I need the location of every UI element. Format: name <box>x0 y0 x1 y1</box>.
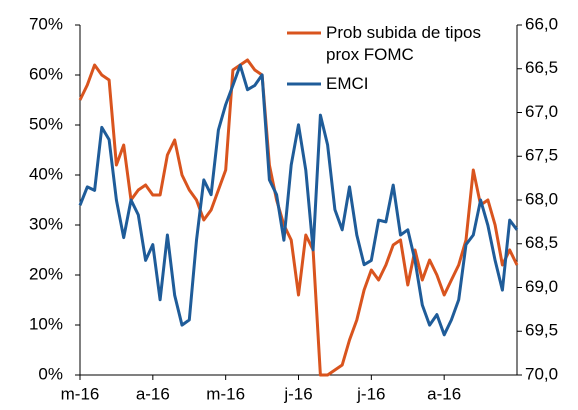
y2-tick-label: 69,5 <box>525 321 558 340</box>
x-tick-label: j-16 <box>283 384 312 403</box>
x-tick-label: m-16 <box>206 384 245 403</box>
y2-tick-label: 66,0 <box>525 14 558 33</box>
y-tick-label: 50% <box>29 114 63 133</box>
y-tick-label: 70% <box>29 14 63 33</box>
y-tick-label: 10% <box>29 314 63 333</box>
y2-tick-label: 68,5 <box>525 233 558 252</box>
y2-tick-label: 67,0 <box>525 102 558 121</box>
y-tick-label: 60% <box>29 64 63 83</box>
x-tick-label: j-16 <box>356 384 385 403</box>
y2-tick-label: 70,0 <box>525 364 558 383</box>
y-tick-label: 20% <box>29 264 63 283</box>
y2-tick-label: 66,5 <box>525 58 558 77</box>
y-tick-label: 0% <box>38 364 63 383</box>
y2-tick-label: 69,0 <box>525 277 558 296</box>
series-line <box>78 63 519 337</box>
series-line <box>78 58 519 377</box>
y-tick-label: 40% <box>29 164 63 183</box>
x-tick-label: a-16 <box>136 384 170 403</box>
x-tick-label: a-16 <box>427 384 461 403</box>
y2-tick-label: 68,0 <box>525 189 558 208</box>
legend-label: EMCI <box>326 73 511 95</box>
legend-label: Prob subida de tipos prox FOMC <box>326 22 511 66</box>
x-tick-label: m-16 <box>61 384 100 403</box>
y2-tick-label: 67,5 <box>525 146 558 165</box>
y-tick-label: 30% <box>29 214 63 233</box>
